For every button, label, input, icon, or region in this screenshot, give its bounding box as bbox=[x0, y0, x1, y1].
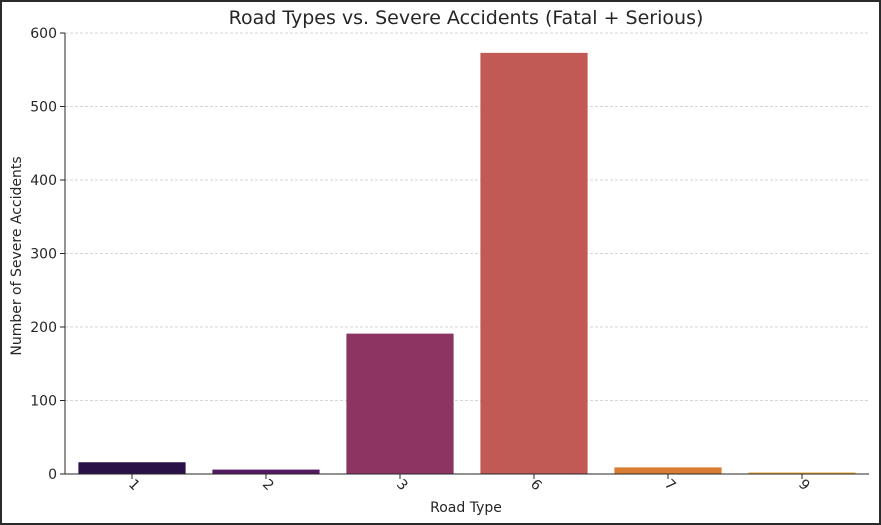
bar-road-type-1 bbox=[78, 462, 186, 474]
y-axis-label: Number of Severe Accidents bbox=[9, 156, 25, 355]
chart-title: Road Types vs. Severe Accidents (Fatal +… bbox=[229, 7, 704, 29]
x-tick-label: 2 bbox=[259, 476, 277, 494]
x-tick-label: 3 bbox=[393, 476, 411, 494]
bar-road-type-7 bbox=[614, 467, 722, 474]
x-tick-label: 1 bbox=[125, 476, 143, 494]
y-tick-label: 600 bbox=[30, 26, 57, 42]
axes: 0 100 200 300 400 500 600 1 2 3 6 7 9 bbox=[30, 26, 869, 494]
bar-road-type-6 bbox=[480, 52, 588, 474]
bars bbox=[78, 52, 856, 474]
y-tick-label: 100 bbox=[30, 394, 57, 410]
y-tick-label: 400 bbox=[30, 173, 57, 189]
x-tick-label: 7 bbox=[661, 476, 679, 494]
x-tick-label: 9 bbox=[795, 476, 813, 494]
bar-road-type-2 bbox=[212, 469, 320, 474]
y-tick-label: 200 bbox=[30, 320, 57, 336]
gridlines bbox=[65, 32, 869, 475]
y-tick-label: 300 bbox=[30, 247, 57, 263]
x-axis-label: Road Type bbox=[430, 500, 502, 516]
y-tick-label: 500 bbox=[30, 100, 57, 116]
y-tick-label: 0 bbox=[48, 467, 57, 483]
bar-road-type-3 bbox=[346, 333, 454, 474]
bar-road-type-9 bbox=[748, 472, 856, 474]
x-tick-label: 6 bbox=[527, 476, 545, 494]
